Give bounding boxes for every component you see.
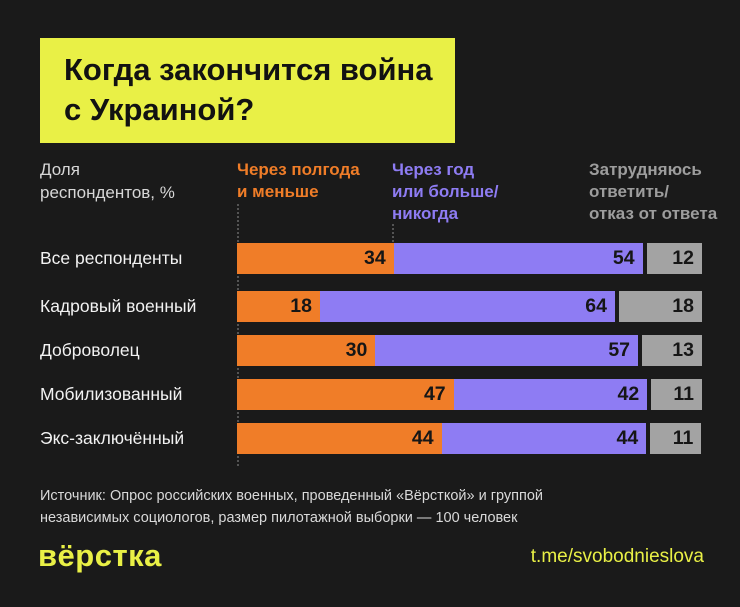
bar-row: Мобилизованный 47 42 11 xyxy=(40,379,702,410)
bar-segment: 34 xyxy=(237,243,394,274)
legend-gray-header: Затрудняюсь ответить/ отказ от ответа xyxy=(589,160,718,224)
bar-segment: 18 xyxy=(237,291,320,322)
bar-track: 18 64 18 xyxy=(237,291,702,322)
bar-segment: 18 xyxy=(618,291,702,322)
title-line-1: Когда закончится война xyxy=(64,52,433,87)
bar-segment: 44 xyxy=(441,423,647,454)
bar-segment: 30 xyxy=(237,335,376,366)
bar-chart: Все респонденты 34 54 12 Кадровый военный 18 6… xyxy=(40,243,702,467)
bar-track: 30 57 13 xyxy=(237,335,702,366)
verstka-logo: вёрстка xyxy=(38,538,162,573)
bar-segment: 11 xyxy=(650,423,702,454)
source-note: Источник: Опрос российских военных, пров… xyxy=(40,488,544,527)
bar-value: 18 xyxy=(672,295,694,317)
bar-value: 42 xyxy=(617,383,640,405)
category-label: Доброволец xyxy=(40,340,140,360)
bar-segment: 47 xyxy=(237,379,454,410)
legend-orange-header: Через полгода и меньше xyxy=(237,160,360,202)
bar-segment: 44 xyxy=(237,423,442,454)
bar-segment: 12 xyxy=(646,243,702,274)
bar-value: 47 xyxy=(423,383,446,405)
page-title: Когда закончится война с Украиной? xyxy=(40,38,455,144)
category-label: Все респонденты xyxy=(40,248,183,268)
bar-value: 13 xyxy=(672,339,694,361)
bar-segment: 13 xyxy=(642,335,702,366)
bar-value: 57 xyxy=(608,339,631,361)
bar-segment: 54 xyxy=(393,243,643,274)
category-label: Экс-заключённый xyxy=(40,428,185,448)
bar-segment: 42 xyxy=(453,379,648,410)
bar-row: Кадровый военный 18 64 18 xyxy=(40,291,702,322)
bar-segment: 57 xyxy=(375,335,639,366)
bar-segment: 11 xyxy=(651,379,702,410)
chart-legend: Доля респондентов, % Через полгода и мен… xyxy=(40,156,740,242)
bar-value: 12 xyxy=(672,247,694,269)
telegram-link[interactable]: t.me/svobodnieslova xyxy=(530,546,704,567)
bar-value: 18 xyxy=(290,295,312,317)
bar-track: 34 54 12 xyxy=(237,243,702,274)
legend-purple-header: Через год или больше/ никогда xyxy=(392,160,499,224)
bar-value: 44 xyxy=(616,427,639,449)
bar-value: 30 xyxy=(345,339,368,361)
header-dotted-tick xyxy=(392,224,394,242)
bar-value: 34 xyxy=(364,247,386,269)
bar-row: Экс-заключённый 44 44 11 xyxy=(40,423,702,454)
title-line-2: с Украиной? xyxy=(64,91,255,127)
category-label: Мобилизованный xyxy=(40,384,183,404)
bar-row: Все респонденты 34 54 12 xyxy=(40,243,702,274)
bar-row: Доброволец 30 57 13 xyxy=(40,335,702,366)
bar-value: 64 xyxy=(585,295,607,317)
bar-value: 44 xyxy=(411,427,434,449)
bar-segment: 64 xyxy=(320,291,615,322)
category-label: Кадровый военный xyxy=(40,296,197,316)
bar-value: 11 xyxy=(673,383,694,405)
bar-track: 47 42 11 xyxy=(237,379,702,410)
bar-value: 11 xyxy=(672,427,694,449)
unit-label: Доля респондентов, % xyxy=(40,160,175,202)
bar-value: 54 xyxy=(612,247,635,269)
bar-track: 44 44 11 xyxy=(237,423,702,454)
